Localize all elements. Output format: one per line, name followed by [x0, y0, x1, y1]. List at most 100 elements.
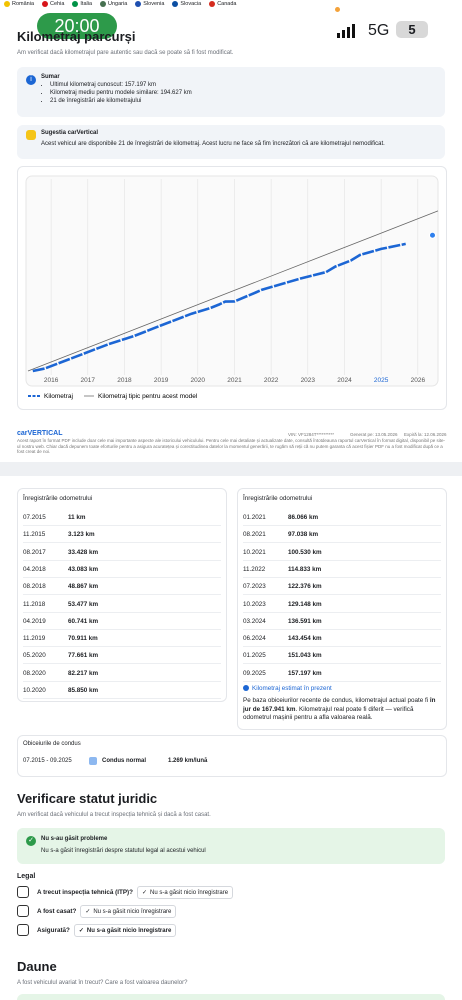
estimate-part: în jur de 167.941 km: [243, 697, 436, 713]
record-date: 04.2019: [23, 617, 46, 625]
driving-swatch: [89, 757, 97, 765]
record-date: 10.2021: [243, 548, 266, 556]
country-name: Ungaria: [108, 1, 128, 7]
badge-text: Nu s-a găsit nicio înregistrare: [86, 927, 172, 934]
country: Cehia: [42, 1, 64, 7]
record-row: 08.2020 82.217 km: [23, 664, 221, 682]
record-km: 100.530 km: [288, 548, 322, 556]
legal-question: A trecut inspecția tehnică (ITP)?: [37, 888, 133, 896]
legal-heading: Legal: [17, 873, 36, 880]
estimate-part: . Kilometrajul real poate fi diferit — v…: [243, 705, 414, 722]
x-tick-label: 2023: [301, 377, 316, 384]
x-tick-label: 2017: [81, 377, 96, 384]
legend-label: Kilometraj: [44, 393, 73, 400]
country: Canada: [209, 1, 236, 7]
record-date: 03.2024: [243, 617, 266, 625]
country: România: [4, 1, 34, 7]
record-row: 04.2019 60.741 km: [23, 612, 221, 630]
estimate-link[interactable]: Kilometraj estimat în prezent: [243, 685, 332, 692]
record-row: 08.2018 48.867 km: [23, 577, 221, 596]
info-icon: i: [26, 75, 36, 85]
section-subtitle: Am verificat dacă kilometrajul pare aute…: [17, 50, 234, 56]
badge-check: ✓: [85, 908, 91, 915]
record-date: 10.2023: [243, 600, 266, 608]
legend-label: Kilometraj tipic pentru acest model: [98, 393, 198, 400]
records-title: Înregistrările odometrului: [23, 495, 93, 502]
record-row: 08.2021 97.038 km: [243, 525, 441, 544]
estimate-point: [428, 231, 436, 239]
x-tick-label: 2016: [44, 377, 59, 384]
flag: [72, 1, 79, 7]
flag: [42, 1, 49, 7]
section-subtitle: Am verificat dacă vehiculul a trecut ins…: [17, 812, 211, 818]
flag: [172, 1, 179, 7]
record-row: 10.2020 85.850 km: [23, 681, 221, 699]
record-row: 11.2022 114.833 km: [243, 560, 441, 578]
legal-row: Asigurată? ✓ Nu s-a găsit nicio înregistra…: [17, 922, 177, 938]
country-name: România: [12, 1, 35, 7]
legal-list: A trecut inspecția tehnică (ITP)? ✓ Nu s-a…: [17, 884, 445, 944]
check-icon: ✓: [26, 836, 36, 846]
record-km: 97.038 km: [288, 531, 319, 539]
badge-text: Nu s-a găsit nicio înregistrare: [150, 889, 229, 896]
summary-list: Ultimul kilometraj cunoscut: 157.197 kmK…: [41, 81, 192, 105]
record-km: 86.066 km: [288, 514, 319, 521]
record-date: 11.2019: [23, 635, 46, 643]
x-tick-label: 2024: [337, 377, 352, 384]
record-date: 06.2024: [243, 635, 266, 643]
suggestion-title: Sugestia carVertical: [41, 130, 99, 136]
x-tick-label: 2019: [154, 377, 169, 384]
record-km: 82.217 km: [68, 669, 99, 677]
record-km: 143.454 km: [288, 635, 322, 643]
suggestion-icon: [26, 130, 36, 140]
dot: [335, 7, 340, 12]
legal-icon: [17, 886, 29, 898]
summary-item: 21 de înregistrări ale kilometrajului: [50, 97, 192, 105]
driving-rate: 1.269 km/lună: [168, 758, 208, 764]
section-subtitle: A fost vehiculul avariat în trecut? Care…: [17, 980, 188, 986]
record-row: 06.2024 143.454 km: [243, 629, 441, 648]
badge-text: Nu s-a găsit nicio înregistrare: [93, 908, 172, 915]
legal-badge: ✓ Nu s-a găsit nicio înregistrare: [80, 904, 177, 918]
record-km: 122.376 km: [288, 583, 322, 591]
ok-text: Nu s-a găsit înregistrări despre statutu…: [41, 848, 206, 854]
suggestion-text: Acest vehicul are disponibile 21 de înre…: [41, 141, 385, 147]
plot-panel: [25, 175, 439, 387]
record-km: 85.850 km: [68, 687, 99, 694]
country-row: România Cehia Italia Ungaria Slovenia Slovaci…: [4, 1, 236, 7]
record-km: 48.867 km: [68, 583, 99, 591]
record-row: 11.2018 53.477 km: [23, 595, 221, 613]
mileage-chart: 2016 2017 2018 2019 2020 2021 2022 2023 2024 2025…: [17, 166, 447, 410]
record-row: 08.2017 33.428 km: [23, 543, 221, 561]
suggestion-box: Sugestia carVertical Acest vehicul are d…: [17, 125, 445, 159]
country: Ungaria: [100, 1, 127, 7]
record-km: 33.428 km: [68, 548, 99, 556]
legal-badge: ✓ Nu s-a găsit nicio înregistrare: [73, 923, 177, 937]
ok-box: ✓ Nu s-au găsit probleme Nu s-a găsit în…: [17, 828, 445, 864]
x-tick-label: 2020: [191, 377, 206, 384]
country: Slovenia: [135, 1, 164, 7]
country-name: Italia: [80, 1, 93, 7]
country-name: Cehia: [50, 1, 65, 7]
flag: [209, 1, 216, 7]
vin: VIN: VF1284T**********: [288, 432, 335, 437]
ok-title: Nu s-au găsit probleme: [41, 836, 108, 842]
record-row: 11.2019 70.911 km: [23, 629, 221, 648]
record-row: 05.2020 77.661 km: [23, 646, 221, 665]
summary-item: Kilometraj mediu pentru modele similare:…: [50, 89, 192, 97]
record-row: 07.2015 11 km: [23, 508, 221, 526]
expires: Expiră la: 12.06.2026: [404, 432, 447, 437]
page-separator: [0, 462, 462, 476]
record-date: 04.2018: [23, 565, 46, 573]
x-tick-label: 2018: [117, 377, 132, 384]
country: Italia: [72, 1, 92, 7]
records-card: Înregistrările odometrului 07.2015 11 km 11…: [17, 488, 227, 702]
x-tick-label: 2022: [264, 377, 279, 384]
x-tick-label: 2025: [374, 377, 389, 384]
record-km: 136.591 km: [288, 617, 322, 625]
record-row: 09.2025 157.197 km: [243, 664, 441, 682]
record-row: 01.2025 151.043 km: [243, 646, 441, 665]
record-row: 03.2024 136.591 km: [243, 612, 441, 630]
record-date: 11.2015: [23, 531, 46, 539]
